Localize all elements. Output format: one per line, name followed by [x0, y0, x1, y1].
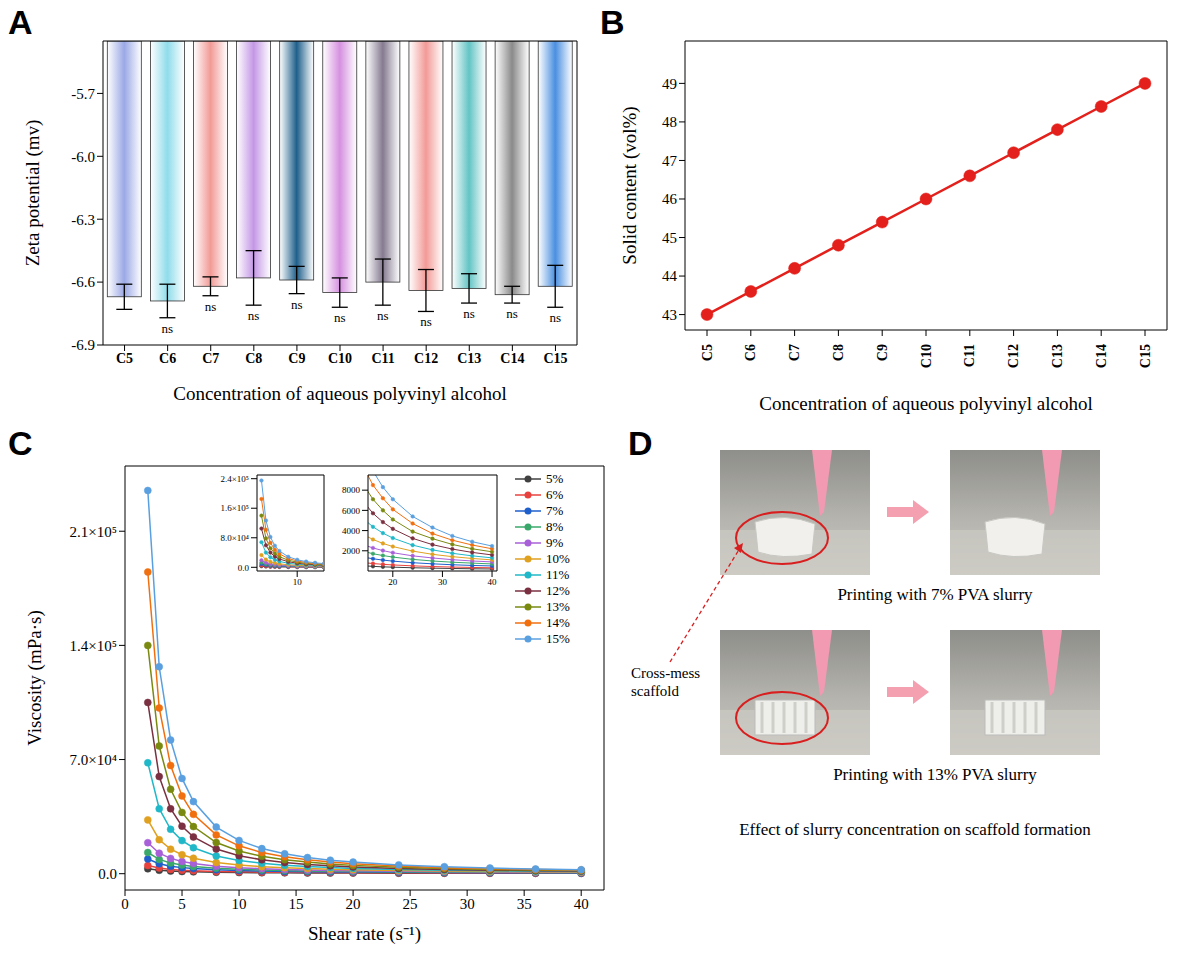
svg-text:-6.0: -6.0 — [71, 149, 95, 165]
svg-text:1.4×10⁵: 1.4×10⁵ — [70, 638, 117, 654]
svg-text:C13: C13 — [457, 351, 481, 366]
svg-text:ns: ns — [248, 308, 260, 323]
svg-text:43: 43 — [662, 307, 677, 323]
svg-text:C5: C5 — [700, 344, 715, 361]
html-text:8%: 8% — [546, 519, 564, 534]
svg-text:C10: C10 — [919, 344, 934, 368]
svg-text:46: 46 — [662, 191, 678, 207]
svg-text:8000: 8000 — [342, 485, 361, 495]
svg-text:Printing with 13% PVA slurry: Printing with 13% PVA slurry — [833, 765, 1037, 784]
svg-text:C8: C8 — [831, 344, 846, 361]
svg-text:C15: C15 — [1138, 344, 1153, 368]
svg-text:20: 20 — [346, 896, 361, 912]
svg-text:ns: ns — [420, 314, 432, 329]
svg-text:C10: C10 — [328, 351, 352, 366]
html-text:7%: 7% — [546, 503, 564, 518]
html-text:14%: 14% — [546, 615, 570, 630]
svg-text:10: 10 — [232, 896, 247, 912]
svg-text:Effect of slurry concentration: Effect of slurry concentration on scaffo… — [739, 820, 1091, 839]
svg-text:0.0: 0.0 — [238, 563, 250, 573]
svg-text:30: 30 — [438, 577, 448, 587]
svg-text:49: 49 — [662, 76, 677, 92]
svg-text:Concentration of aqueous polyv: Concentration of aqueous polyvinyl alcoh… — [759, 393, 1092, 414]
svg-text:C11: C11 — [371, 351, 394, 366]
svg-text:C13: C13 — [1050, 344, 1065, 368]
svg-text:ns: ns — [162, 321, 174, 336]
svg-text:C8: C8 — [245, 351, 262, 366]
svg-text:1.6×10⁵: 1.6×10⁵ — [221, 503, 249, 513]
svg-text:ns: ns — [463, 306, 475, 321]
svg-text:0: 0 — [121, 896, 129, 912]
svg-text:C9: C9 — [288, 351, 305, 366]
svg-text:-5.7: -5.7 — [71, 86, 95, 102]
svg-text:2000: 2000 — [342, 546, 361, 556]
svg-text:C11: C11 — [962, 344, 977, 367]
svg-text:15: 15 — [289, 896, 304, 912]
svg-text:47: 47 — [662, 153, 678, 169]
svg-text:Zeta potential (mv): Zeta potential (mv) — [22, 120, 44, 267]
svg-text:-6.3: -6.3 — [71, 212, 95, 228]
svg-text:7.0×10⁴: 7.0×10⁴ — [70, 752, 117, 768]
svg-text:C12: C12 — [1006, 344, 1021, 368]
svg-text:ns: ns — [377, 308, 389, 323]
svg-text:Shear rate (s⁻¹): Shear rate (s⁻¹) — [308, 923, 421, 945]
svg-text:C9: C9 — [875, 344, 890, 361]
html-text:11%: 11% — [546, 567, 570, 582]
svg-text:40: 40 — [488, 577, 498, 587]
svg-text:C6: C6 — [159, 351, 176, 366]
svg-text:40: 40 — [574, 896, 589, 912]
html-text:9%: 9% — [546, 535, 564, 550]
svg-text:45: 45 — [662, 230, 677, 246]
svg-text:ns: ns — [334, 310, 346, 325]
svg-text:Solid content (vol%): Solid content (vol%) — [619, 106, 641, 264]
svg-text:Printing with 7% PVA slurry: Printing with 7% PVA slurry — [837, 585, 1033, 604]
svg-text:35: 35 — [517, 896, 532, 912]
svg-text:ns: ns — [506, 306, 518, 321]
svg-text:30: 30 — [460, 896, 475, 912]
svg-text:C12: C12 — [414, 351, 438, 366]
html-text:B: B — [600, 3, 625, 41]
svg-text:2.1×10⁵: 2.1×10⁵ — [70, 524, 117, 540]
svg-text:ns: ns — [205, 299, 217, 314]
svg-text:48: 48 — [662, 114, 677, 130]
svg-text:20: 20 — [388, 577, 398, 587]
html-text:D: D — [628, 424, 653, 462]
svg-text:8.0×10⁴: 8.0×10⁴ — [221, 533, 249, 543]
svg-text:-6.6: -6.6 — [71, 274, 95, 290]
svg-text:C14: C14 — [500, 351, 524, 366]
svg-text:Concentration of aqueous polyv: Concentration of aqueous polyvinyl alcoh… — [173, 383, 506, 404]
svg-text:C15: C15 — [543, 351, 567, 366]
html-text:5%: 5% — [546, 471, 564, 486]
html-text:6%: 6% — [546, 487, 564, 502]
html-text:15%: 15% — [546, 631, 570, 646]
html-text:10%: 10% — [546, 551, 570, 566]
svg-text:0.0: 0.0 — [98, 866, 117, 882]
html-text:A: A — [8, 3, 33, 41]
svg-text:C7: C7 — [202, 351, 219, 366]
svg-text:C5: C5 — [116, 351, 133, 366]
svg-text:-6.9: -6.9 — [71, 337, 95, 353]
svg-text:4000: 4000 — [342, 526, 361, 536]
svg-text:ns: ns — [291, 297, 303, 312]
svg-text:C6: C6 — [743, 344, 758, 361]
html-text:12%: 12% — [546, 583, 570, 598]
svg-text:C7: C7 — [787, 344, 802, 361]
svg-text:Viscosity (mPa·s): Viscosity (mPa·s) — [24, 610, 46, 746]
svg-text:scaffold: scaffold — [631, 683, 680, 699]
svg-text:C14: C14 — [1094, 344, 1109, 368]
svg-text:ns: ns — [549, 310, 561, 325]
svg-text:44: 44 — [662, 268, 678, 284]
svg-text:25: 25 — [403, 896, 418, 912]
html-text:C: C — [8, 424, 33, 462]
svg-text:Cross-mess: Cross-mess — [631, 665, 700, 681]
svg-text:6000: 6000 — [342, 506, 361, 516]
svg-text:2.4×10⁵: 2.4×10⁵ — [221, 474, 249, 484]
svg-text:5: 5 — [178, 896, 186, 912]
svg-text:10: 10 — [293, 577, 303, 587]
html-text:13%: 13% — [546, 599, 570, 614]
